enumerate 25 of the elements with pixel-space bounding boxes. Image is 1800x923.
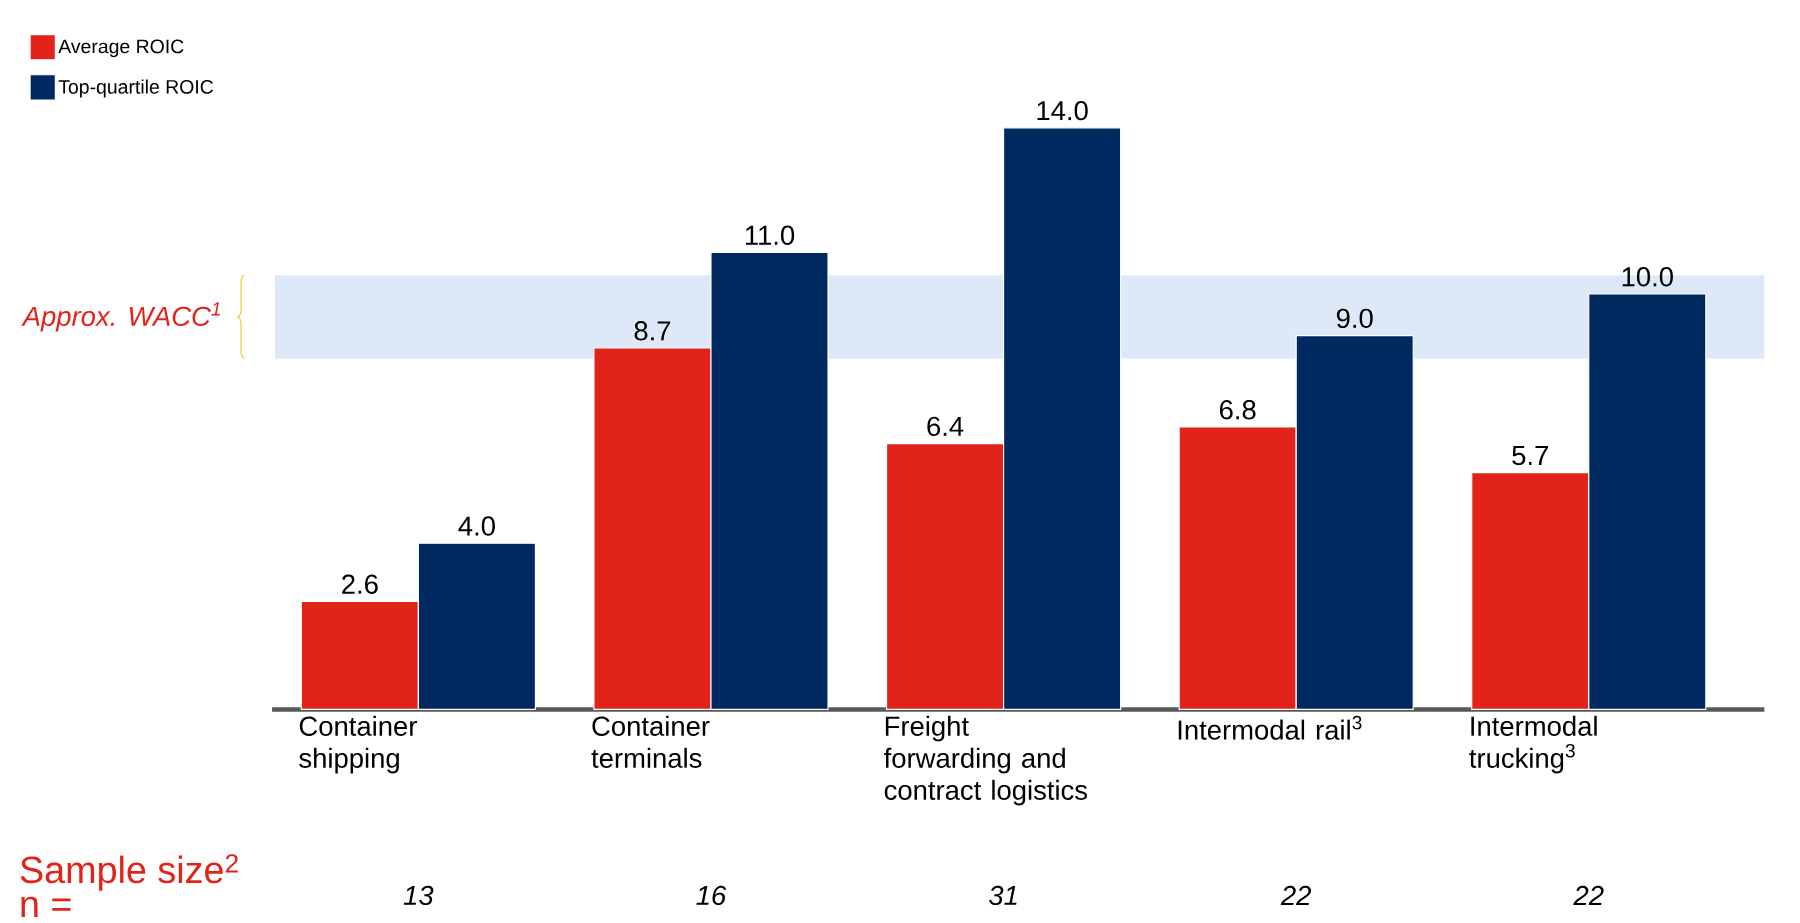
x-tick-label: Intermodal rail$^{3}$	[1178, 715, 1362, 740]
data-label: 11.0	[745, 225, 795, 246]
x-tick-label: Freight forwarding and contract logistics	[884, 715, 1088, 806]
data-label: 6.8	[1219, 400, 1256, 420]
legend-label: Top-quartile ROIC	[58, 79, 214, 98]
data-label: 2.6	[342, 574, 378, 594]
text: n =	[21, 896, 71, 918]
data-label: 6.4	[927, 416, 964, 437]
data-label: 14.0	[1037, 100, 1088, 121]
text: Sample size$^{2}$	[20, 854, 238, 891]
data-label: 5.7	[1512, 446, 1548, 466]
data-label: 8.7	[634, 321, 671, 341]
text: 13	[403, 885, 434, 906]
band-label: Approx. WACC$^{1}$	[21, 302, 220, 332]
data-label: 4.0	[458, 516, 495, 536]
x-tick-label: Intermodal trucking$^{3}$	[1469, 715, 1597, 774]
x-tick-label: Container shipping	[299, 715, 417, 774]
text: 31	[988, 885, 1017, 906]
data-label: 10.0	[1622, 267, 1673, 287]
text: 22	[1280, 885, 1312, 905]
text: 22	[1573, 885, 1604, 905]
text: 16	[696, 885, 727, 906]
x-tick-label: Container terminals	[591, 715, 710, 768]
legend-label: Average ROIC	[58, 39, 184, 58]
data-label: 9.0	[1336, 308, 1373, 329]
